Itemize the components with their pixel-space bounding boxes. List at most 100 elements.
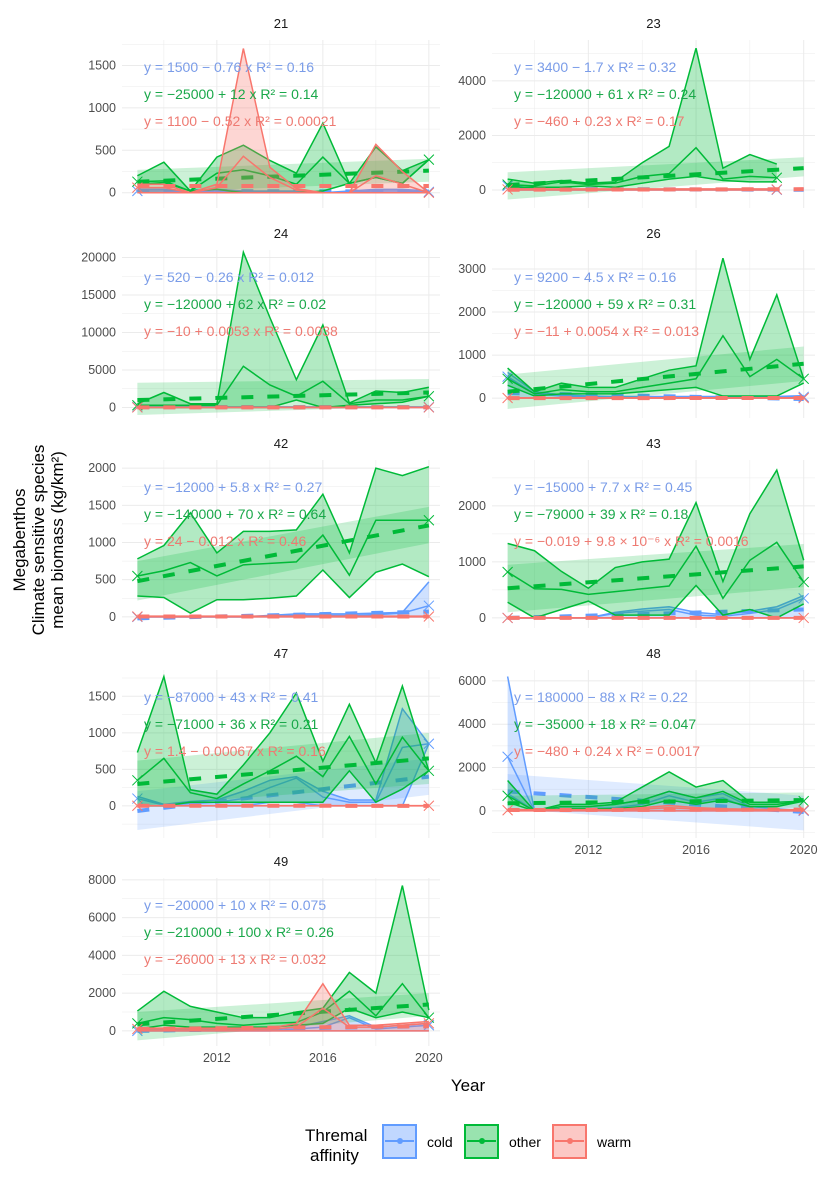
mean-line <box>137 519 429 577</box>
series-warm <box>132 611 435 622</box>
regression-equation-warm: y = −460 + 0.23 x R² = 0.17 <box>514 113 685 129</box>
range-edge-line <box>137 121 430 193</box>
regression-equation-cold: y = −15000 + 7.7 x R² = 0.45 <box>514 479 692 495</box>
mean-line <box>136 735 430 800</box>
regression-equation-warm: y = −0.019 + 9.8 × 10⁻⁶ x R² = 0.0016 <box>514 533 749 549</box>
y-tick-label: 0 <box>479 611 486 625</box>
trend-line <box>137 774 430 813</box>
gridlines <box>122 40 440 208</box>
range-ribbon <box>507 595 804 618</box>
y-tick-label: 2000 <box>458 761 486 775</box>
legend-label: cold <box>427 1134 453 1150</box>
mean-line <box>137 743 429 806</box>
trend-line <box>137 1024 429 1032</box>
y-tick-label: 8000 <box>88 873 116 887</box>
trend-confidence-band <box>137 758 429 830</box>
panel-title: 24 <box>274 226 288 241</box>
range-edge-line <box>137 249 430 405</box>
mean-line <box>507 790 804 812</box>
range-edge-line <box>137 465 430 560</box>
panel-26: 26 0 1000 2000 3000 y = 9200 − 4.5 x R² = 0.1… <box>458 226 815 418</box>
range-edge-line <box>137 707 430 806</box>
mean-line <box>137 155 430 194</box>
regression-equation-other: y = −79000 + 39 x R² = 0.18 <box>514 506 689 522</box>
regression-equation-warm: y = −480 + 0.24 x R² = 0.0017 <box>514 743 700 759</box>
regression-equation-warm: y = −10 + 0.0053 x R² = 0.0038 <box>144 323 338 339</box>
range-ribbon <box>137 48 429 193</box>
data-point-marker <box>502 751 513 763</box>
legend-title-line-2: affinity <box>310 1146 359 1165</box>
mean-line <box>507 334 805 395</box>
y-title-line-1: Megabenthos <box>10 488 29 591</box>
series-warm <box>132 48 435 199</box>
data-point-marker <box>798 392 810 404</box>
legend-item-warm: warm <box>552 1124 631 1159</box>
series-warm <box>502 392 810 404</box>
regression-equation-cold: y = −20000 + 10 x R² = 0.075 <box>144 897 326 913</box>
y-tick-label: 6000 <box>458 674 486 688</box>
series-warm <box>502 804 810 816</box>
y-tick-label: 1500 <box>88 498 116 512</box>
y-tick-label: 15000 <box>81 288 116 302</box>
y-tick-label: 500 <box>95 573 116 587</box>
regression-equation-warm: y = 24 − 0.012 x R² = 0.46 <box>144 533 306 549</box>
range-ribbon <box>137 252 429 408</box>
panel-title: 26 <box>646 226 660 241</box>
series-other <box>132 465 435 614</box>
legend-label: warm <box>596 1134 631 1150</box>
panel-43: 43 0 1000 2000 y = −15000 + 7.7 x R² = 0.45 y… <box>458 436 815 628</box>
panel-title: 23 <box>646 16 660 31</box>
y-tick-label: 1000 <box>458 348 486 362</box>
gridlines <box>122 878 440 1046</box>
panel-title: 43 <box>646 436 660 451</box>
regression-equation-cold: y = −87000 + 43 x R² = 0.41 <box>144 689 319 705</box>
y-tick-label: 1500 <box>88 58 116 72</box>
y-tick-label: 2000 <box>88 461 116 475</box>
range-edge-line <box>507 771 804 812</box>
y-tick-label: 3000 <box>458 262 486 276</box>
range-edge-line <box>507 175 777 189</box>
regression-equation-warm: y = 1.4 − 0.00067 x R² = 0.16 <box>144 743 326 759</box>
range-edge-line <box>507 47 778 184</box>
y-tick-label: 4000 <box>88 948 116 962</box>
series-warm <box>132 402 435 413</box>
mean-line <box>137 156 430 192</box>
range-edge-line <box>136 885 430 1019</box>
y-tick-label: 2000 <box>458 499 486 513</box>
range-edge-line <box>137 563 430 614</box>
legend-title-line-1: Thremal <box>305 1126 367 1145</box>
panel-23: 23 0 2000 4000 y = 3400 − 1.7 x R² = 0.32 y =… <box>458 16 815 208</box>
y-tick-label: 0 <box>109 610 116 624</box>
y-tick-label: 1000 <box>88 726 116 740</box>
series-warm <box>132 982 435 1035</box>
legend-label: other <box>509 1134 541 1150</box>
panel-24: 24 0 5000 10000 15000 20000 y = 520 − 0.26 x R… <box>81 226 440 418</box>
regression-equation-cold: y = 520 − 0.26 x R² = 0.012 <box>144 269 314 285</box>
y-tick-label: 20000 <box>81 251 116 265</box>
data-point-marker <box>798 373 810 385</box>
y-tick-label: 2000 <box>88 986 116 1000</box>
trend-line <box>137 168 429 184</box>
trend-line <box>137 390 429 402</box>
data-point-marker <box>423 765 435 777</box>
range-edge-line <box>507 584 805 619</box>
regression-equation-cold: y = 9200 − 4.5 x R² = 0.16 <box>514 269 676 285</box>
trend-confidence-band <box>137 732 429 806</box>
panel-48: 48 0 2000 4000 6000 2012 2016 2020 y = 180000 − … <box>458 646 817 857</box>
regression-equation-other: y = −120000 + 62 x R² = 0.02 <box>144 296 326 312</box>
legend-point-icon <box>567 1138 573 1144</box>
legend-item-other: other <box>464 1124 541 1159</box>
data-point-marker <box>423 600 435 612</box>
x-tick-label: 2020 <box>415 1051 443 1065</box>
y-axis-title: Megabenthos Climate sensitive species me… <box>10 445 67 636</box>
mean-line <box>507 541 805 600</box>
regression-equation-other: y = −120000 + 61 x R² = 0.24 <box>514 86 696 102</box>
series-warm <box>502 612 810 624</box>
series-other <box>502 257 810 409</box>
range-ribbon <box>507 470 804 618</box>
y-tick-label: 4000 <box>458 74 486 88</box>
y-tick-label: 1000 <box>88 536 116 550</box>
y-title-line-2: Climate sensitive species <box>29 445 48 636</box>
panel-title: 48 <box>646 646 660 661</box>
